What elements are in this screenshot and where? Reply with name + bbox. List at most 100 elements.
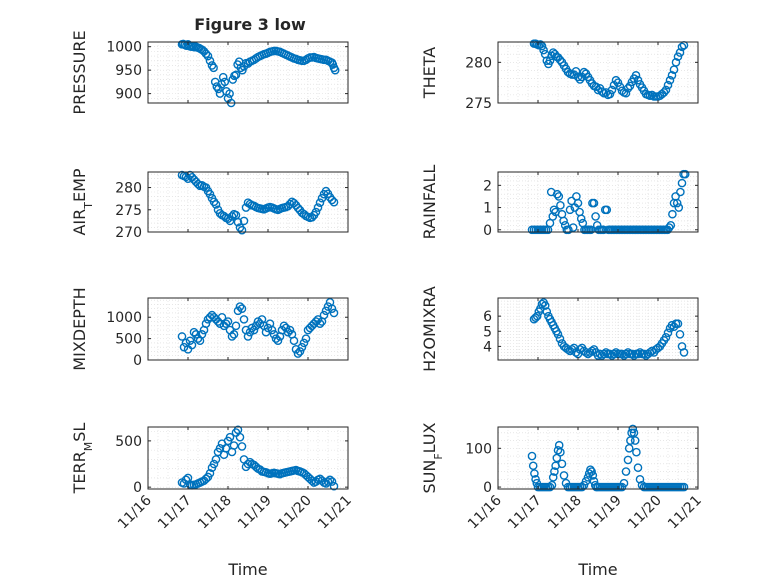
data-point xyxy=(627,428,636,438)
axes-box xyxy=(147,297,349,361)
data-point xyxy=(625,81,635,91)
data-point xyxy=(203,51,213,61)
y-tick-label: 270 xyxy=(115,225,142,241)
y-tick-label: 500 xyxy=(115,332,142,348)
data-point xyxy=(285,325,295,335)
data-point xyxy=(239,216,249,226)
axes-box xyxy=(497,41,699,104)
data-point xyxy=(548,473,558,482)
data-point xyxy=(313,203,323,212)
data-point xyxy=(549,205,559,215)
data-point xyxy=(668,209,677,219)
data-point xyxy=(227,332,237,341)
data-point xyxy=(671,58,681,67)
y-tick-label: 4 xyxy=(483,339,492,355)
data-point xyxy=(545,56,555,66)
data-point xyxy=(628,424,638,434)
data-point xyxy=(295,347,305,356)
data-point xyxy=(218,72,228,82)
data-point xyxy=(239,315,249,324)
y-tick-label: 0 xyxy=(133,353,142,369)
data-point xyxy=(675,48,685,57)
data-point xyxy=(297,342,307,352)
data-point xyxy=(197,330,207,339)
data-point xyxy=(619,478,629,488)
data-point xyxy=(623,84,633,93)
data-point xyxy=(211,200,221,209)
data-point xyxy=(605,89,615,99)
data-point xyxy=(225,432,235,442)
data-point xyxy=(630,436,640,445)
y-tick-label: 2 xyxy=(483,178,492,194)
data-point xyxy=(589,198,599,208)
y-tick-label: 1000 xyxy=(106,40,142,56)
y-tick-label: 100 xyxy=(465,441,492,457)
data-point xyxy=(225,89,234,98)
subplot-h2omixra: 456 H2OMIXRA xyxy=(420,286,699,372)
data-point xyxy=(191,330,201,339)
data-point xyxy=(661,333,671,342)
data-point xyxy=(680,169,690,179)
data-point xyxy=(205,189,215,199)
data-point xyxy=(311,207,321,217)
y-tick-label: 1000 xyxy=(106,310,142,326)
data-point xyxy=(633,349,643,359)
data-point xyxy=(319,310,329,320)
axes-box xyxy=(497,297,699,361)
data-point xyxy=(587,346,597,356)
data-point xyxy=(621,88,631,98)
data-point xyxy=(581,348,591,357)
data-point xyxy=(249,325,259,335)
data-point xyxy=(315,198,325,207)
data-point xyxy=(185,336,195,346)
data-point xyxy=(243,459,253,469)
data-point xyxy=(209,459,219,469)
data-point xyxy=(217,312,227,322)
y-tick-label: 275 xyxy=(465,96,492,112)
y-tick-label: 500 xyxy=(115,434,142,450)
data-point xyxy=(243,332,253,341)
data-point xyxy=(613,78,623,87)
data-point xyxy=(665,75,675,85)
data-point xyxy=(327,304,337,313)
data-point xyxy=(607,85,617,95)
y-tick-label: 0 xyxy=(483,480,492,496)
data-point xyxy=(659,88,669,97)
data-point xyxy=(220,77,230,87)
x-axis-label: Time xyxy=(577,560,617,579)
data-point xyxy=(231,70,241,80)
data-point xyxy=(557,459,567,469)
data-point xyxy=(205,468,215,478)
data-point xyxy=(623,455,633,465)
data-point xyxy=(273,336,283,346)
data-point xyxy=(586,225,596,235)
data-point xyxy=(227,212,237,221)
data-point xyxy=(307,476,317,485)
data-point xyxy=(221,319,231,328)
data-point xyxy=(568,223,578,232)
data-point xyxy=(647,90,657,100)
data-point xyxy=(327,195,337,205)
axes-box xyxy=(147,171,349,233)
data-point xyxy=(177,332,187,341)
data-point xyxy=(542,307,552,316)
y-tick-label: 900 xyxy=(115,87,142,103)
data-point xyxy=(602,205,612,215)
subplot-air-temp: 270 275 280 AIRTEMP xyxy=(70,168,349,241)
data-point xyxy=(555,334,565,344)
subplot-pressure: 900 950 1000 PRESSURE xyxy=(70,30,349,115)
subplot-theta: 275 280 THETA xyxy=(420,39,699,112)
data-point xyxy=(229,441,239,450)
data-point xyxy=(599,349,609,359)
data-point xyxy=(664,223,674,232)
data-point xyxy=(629,428,639,438)
y-axis-label: SUNFLUX xyxy=(420,422,445,493)
data-point xyxy=(663,80,673,90)
data-point xyxy=(633,75,643,85)
data-point xyxy=(573,72,583,82)
data-point xyxy=(661,85,671,95)
data-point xyxy=(299,338,309,348)
data-point xyxy=(545,482,555,492)
y-axis-label: TERRMSL xyxy=(70,423,95,495)
data-point xyxy=(550,467,559,476)
